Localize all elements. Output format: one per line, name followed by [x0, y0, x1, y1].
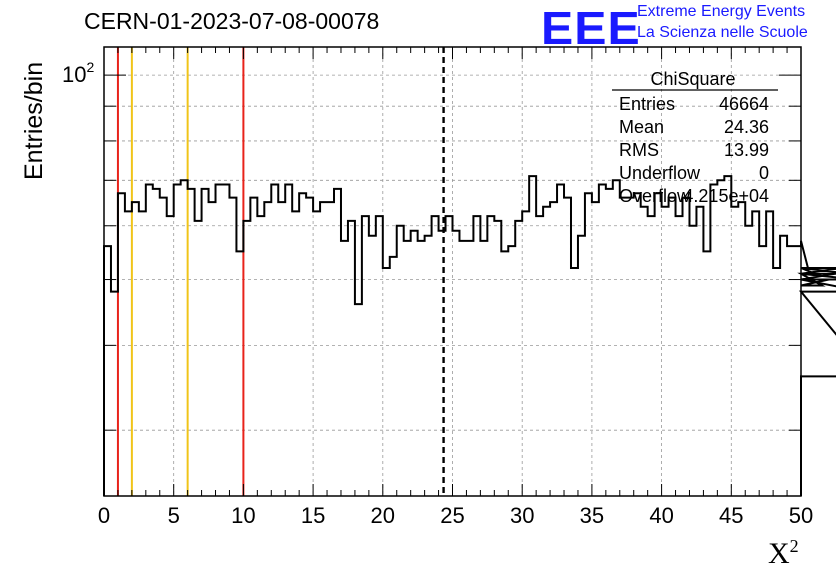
- run-id-label: CERN-01-2023-07-08-00078: [84, 8, 380, 34]
- x-tick-label: 10: [231, 503, 255, 528]
- histogram-series: [103, 175, 836, 496]
- x-tick-label: 5: [168, 503, 180, 528]
- marker-lines: [116, 47, 445, 496]
- x-tick-label: 35: [580, 503, 604, 528]
- org-name-line2: La Scienza nelle Scuole: [637, 24, 808, 41]
- stats-value-rms: 13.99: [724, 140, 769, 160]
- eee-logo: EEE: [541, 2, 641, 54]
- x-tick-label: 50: [789, 503, 813, 528]
- x-tick-label: 0: [98, 503, 110, 528]
- stats-label-rms: RMS: [619, 140, 659, 160]
- stats-value-entries: 46664: [719, 94, 769, 114]
- grid-lines: [104, 47, 801, 496]
- x-tick-label: 45: [719, 503, 743, 528]
- x-tick-labels: 0 5 10 15 20 25 30 35 40 45 50: [98, 503, 813, 528]
- stats-label-mean: Mean: [619, 117, 664, 137]
- stats-value-underflow: 0: [759, 163, 769, 183]
- stats-value-overflow: 4.215e+04: [683, 186, 769, 206]
- stats-label-entries: Entries: [619, 94, 675, 114]
- x-axis-label: X2: [768, 536, 799, 570]
- y-tick-label-100: 102: [62, 59, 94, 87]
- stats-box: ChiSquare Entries 46664 Mean 24.36 RMS 13.99 U…: [612, 69, 778, 206]
- x-tick-label: 20: [371, 503, 395, 528]
- stats-label-overflow: Overflow: [619, 186, 691, 206]
- stats-label-underflow: Underflow: [619, 163, 701, 183]
- x-tick-label: 40: [649, 503, 673, 528]
- x-tick-label: 30: [510, 503, 534, 528]
- axis-ticks: [103, 47, 802, 496]
- org-name-line1: Extreme Energy Events: [637, 3, 806, 20]
- x-tick-label: 25: [440, 503, 464, 528]
- stats-title: ChiSquare: [650, 69, 735, 89]
- stats-value-mean: 24.36: [724, 117, 769, 137]
- x-tick-label: 15: [301, 503, 325, 528]
